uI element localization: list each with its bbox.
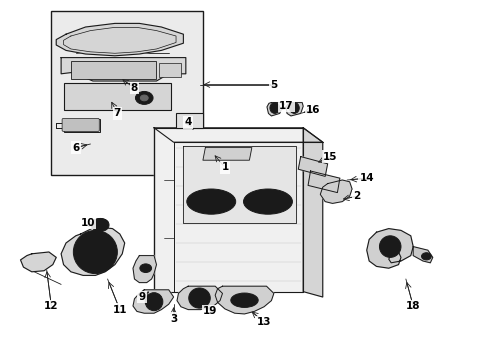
- Bar: [159, 63, 181, 77]
- Text: 3: 3: [170, 314, 177, 324]
- Ellipse shape: [289, 103, 299, 113]
- Text: 9: 9: [138, 292, 145, 302]
- Ellipse shape: [73, 230, 117, 274]
- Ellipse shape: [230, 293, 258, 307]
- Polygon shape: [61, 58, 185, 81]
- Text: 4: 4: [184, 117, 192, 127]
- Text: 8: 8: [131, 83, 138, 93]
- Ellipse shape: [96, 233, 104, 239]
- Bar: [71, 61, 156, 79]
- Ellipse shape: [379, 236, 400, 257]
- Text: 2: 2: [353, 191, 360, 201]
- Bar: [51, 11, 203, 175]
- Bar: [176, 113, 203, 128]
- Text: 1: 1: [221, 162, 228, 172]
- Ellipse shape: [145, 293, 163, 311]
- Ellipse shape: [135, 91, 153, 104]
- Ellipse shape: [186, 189, 235, 214]
- Polygon shape: [183, 146, 295, 223]
- Text: 11: 11: [112, 305, 127, 315]
- Text: 5: 5: [270, 80, 277, 90]
- Ellipse shape: [421, 253, 430, 260]
- Polygon shape: [298, 157, 327, 176]
- Polygon shape: [266, 103, 282, 116]
- Text: 15: 15: [322, 152, 337, 162]
- Polygon shape: [303, 128, 322, 297]
- Ellipse shape: [91, 219, 109, 231]
- Polygon shape: [61, 227, 124, 275]
- Polygon shape: [215, 286, 273, 314]
- Ellipse shape: [188, 288, 210, 308]
- Polygon shape: [154, 128, 303, 292]
- Polygon shape: [366, 229, 412, 268]
- Polygon shape: [177, 286, 222, 310]
- Text: 18: 18: [405, 301, 420, 311]
- Polygon shape: [133, 290, 173, 313]
- Bar: [63, 83, 171, 110]
- Text: 7: 7: [113, 108, 121, 118]
- FancyBboxPatch shape: [62, 118, 99, 131]
- Bar: [63, 119, 100, 132]
- Polygon shape: [133, 256, 156, 283]
- Polygon shape: [320, 180, 351, 203]
- Polygon shape: [412, 247, 432, 263]
- Text: 14: 14: [359, 173, 373, 183]
- Text: 13: 13: [256, 317, 271, 327]
- Ellipse shape: [140, 95, 148, 101]
- Ellipse shape: [243, 189, 292, 214]
- Text: 19: 19: [203, 306, 217, 316]
- Text: 17: 17: [278, 101, 293, 111]
- Text: 6: 6: [72, 143, 79, 153]
- Text: 16: 16: [305, 105, 320, 115]
- Polygon shape: [285, 103, 303, 116]
- Polygon shape: [307, 171, 339, 193]
- Text: 12: 12: [44, 301, 59, 311]
- Text: 10: 10: [81, 218, 95, 228]
- Ellipse shape: [269, 103, 279, 113]
- Polygon shape: [56, 23, 183, 56]
- Polygon shape: [154, 128, 322, 142]
- Polygon shape: [203, 148, 251, 160]
- Polygon shape: [20, 252, 56, 272]
- Ellipse shape: [140, 264, 151, 273]
